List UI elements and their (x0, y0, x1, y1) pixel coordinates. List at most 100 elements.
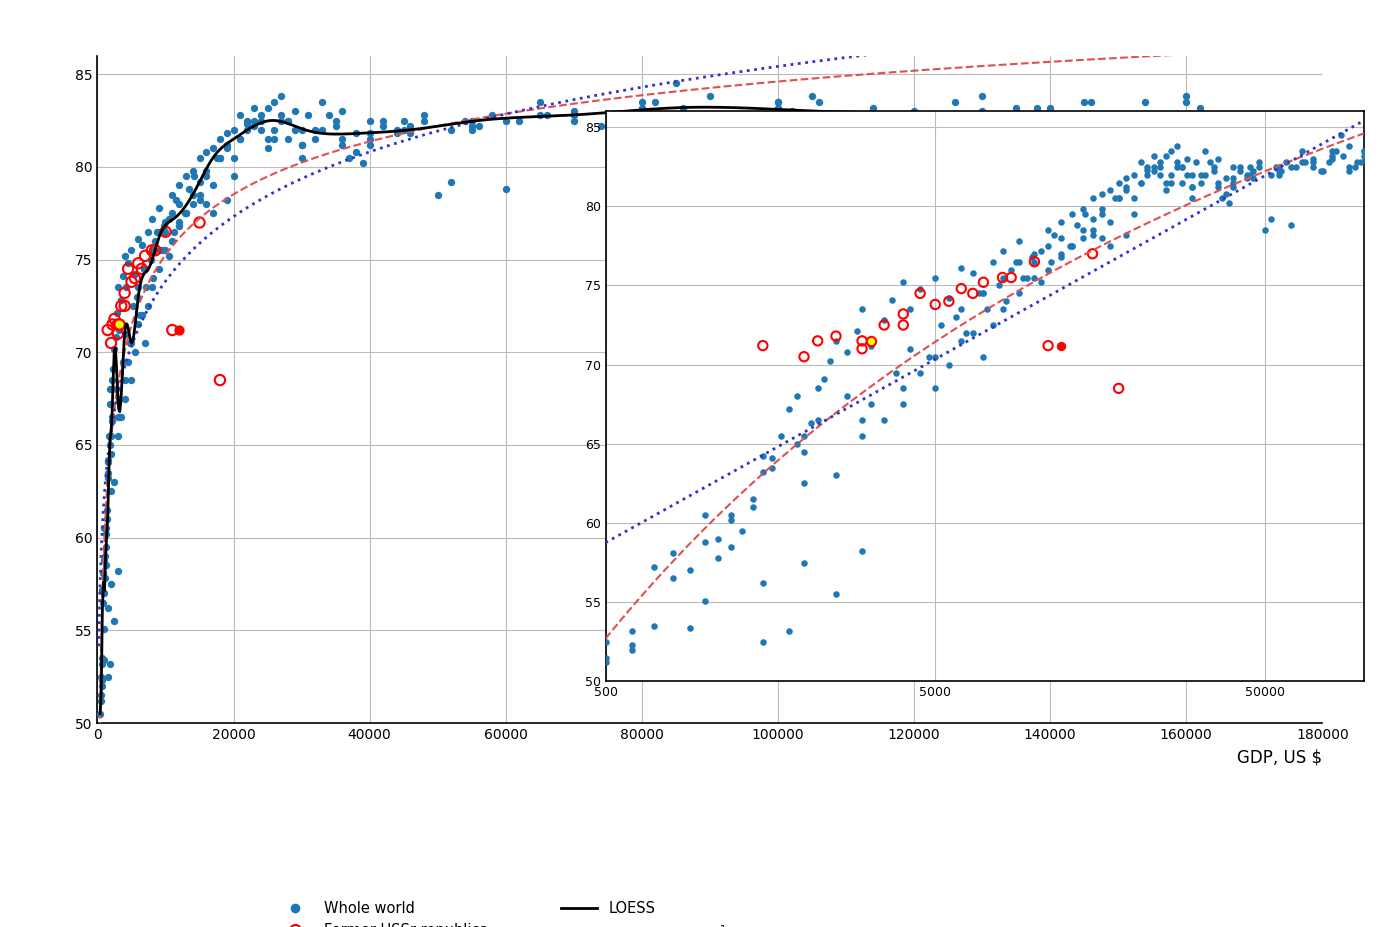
Point (99, 382, 121, 397)
Point (168, 197, 191, 211)
Point (643, 618, 665, 633)
Point (188, 150, 210, 165)
Point (107, 326, 129, 341)
Point (93, 552, 116, 567)
Point (1104, 191, 1126, 206)
Point (93, 549, 116, 564)
Point (96, 471, 118, 486)
Point (991, 270, 1013, 285)
Point (707, 531, 729, 546)
Point (793, 555, 816, 570)
Point (188, 215, 210, 230)
Point (161, 234, 184, 248)
Point (216, 137, 238, 152)
Point (249, 122, 271, 137)
Point (223, 169, 245, 184)
Point (529, 108, 551, 122)
Point (938, 291, 960, 306)
Point (767, 95, 789, 109)
Point (1154, 183, 1176, 197)
Point (93, 621, 116, 636)
Point (195, 163, 217, 178)
Point (873, 313, 895, 328)
Point (1154, 148, 1176, 163)
Point (1143, 148, 1165, 163)
Point (846, 324, 869, 338)
Point (141, 280, 163, 295)
Point (909, 281, 931, 296)
Point (345, 126, 367, 141)
Point (104, 382, 127, 397)
Point (291, 137, 313, 152)
Point (90, 651, 113, 666)
Point (770, 428, 792, 443)
Point (107, 428, 129, 443)
Point (99, 397, 121, 412)
Point (972, 286, 994, 300)
Point (1353, 144, 1375, 159)
Point (96, 512, 118, 527)
Point (1211, 191, 1233, 206)
Point (324, 119, 347, 133)
Point (95, 558, 117, 573)
Point (1082, 227, 1104, 242)
Point (924, 297, 947, 311)
Point (903, 119, 926, 133)
Point (889, 113, 912, 128)
Point (1171, 159, 1193, 174)
Point (899, 341, 922, 356)
Point (95, 527, 117, 541)
Point (182, 169, 205, 184)
Point (793, 428, 816, 443)
Point (1210, 113, 1232, 128)
Point (699, 119, 721, 133)
Point (781, 104, 803, 119)
Point (1165, 159, 1187, 174)
Point (752, 449, 774, 464)
Point (372, 119, 394, 133)
Point (127, 232, 149, 247)
Point (1100, 183, 1122, 197)
Point (393, 122, 415, 137)
Point (195, 169, 217, 184)
Point (1302, 155, 1324, 170)
Point (1008, 286, 1030, 300)
Point (1379, 159, 1392, 174)
Point (562, 113, 585, 128)
Point (1310, 164, 1332, 179)
Point (249, 108, 271, 122)
Point (100, 336, 122, 350)
Point (1008, 254, 1030, 269)
Point (924, 270, 947, 285)
Point (100, 447, 122, 462)
Point (1176, 167, 1199, 182)
Point (1072, 231, 1094, 246)
Point (1391, 151, 1392, 166)
Point (1302, 151, 1324, 166)
Point (331, 132, 354, 146)
Point (125, 289, 148, 304)
Point (1391, 155, 1392, 170)
Point (1346, 155, 1368, 170)
Point (621, 623, 643, 638)
Point (1143, 159, 1165, 174)
Point (116, 280, 138, 295)
Point (951, 281, 973, 296)
Point (1044, 227, 1066, 242)
Point (256, 100, 278, 115)
Point (1302, 159, 1324, 174)
Point (562, 108, 585, 122)
Point (1038, 108, 1061, 122)
Point (114, 298, 136, 313)
Point (1080, 95, 1102, 109)
Point (372, 113, 394, 128)
Point (1020, 249, 1043, 264)
Point (835, 108, 857, 122)
Point (800, 89, 823, 104)
Point (400, 126, 422, 141)
Point (693, 508, 715, 523)
Point (903, 113, 926, 128)
Point (1190, 167, 1212, 182)
Point (1338, 164, 1360, 179)
Point (393, 113, 415, 128)
